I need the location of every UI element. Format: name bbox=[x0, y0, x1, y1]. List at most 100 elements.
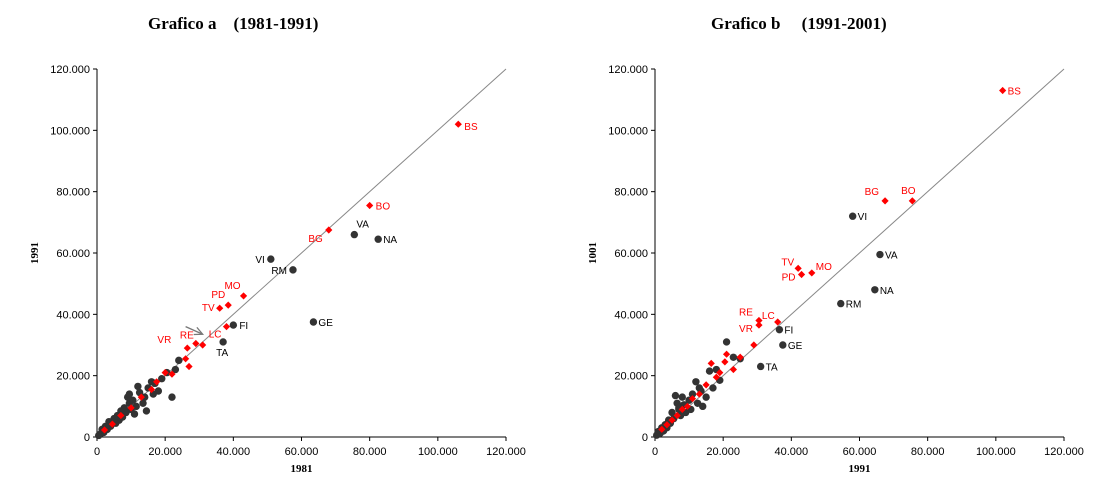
data-point-diamond bbox=[222, 323, 231, 331]
point-label-rm: RM bbox=[846, 300, 862, 311]
point-label-ge: GE bbox=[788, 341, 803, 352]
data-point-diamond bbox=[216, 304, 224, 312]
x-axis-title: 1981 bbox=[291, 463, 313, 475]
data-point-diamond bbox=[755, 316, 763, 325]
y-tick-label: 60.000 bbox=[614, 248, 648, 260]
data-point-circle bbox=[95, 431, 103, 440]
data-point-circle bbox=[374, 235, 382, 243]
data-point-diamond bbox=[224, 301, 232, 309]
chart-title-a: Grafico a (1981-1991) bbox=[148, 14, 319, 33]
data-point-circle bbox=[688, 390, 697, 398]
data-point-diamond bbox=[750, 341, 758, 349]
point-label-tv: TV bbox=[781, 257, 794, 268]
x-tick-label: 20.000 bbox=[148, 446, 182, 458]
data-point-circle bbox=[775, 325, 784, 334]
data-point-diamond bbox=[881, 197, 889, 205]
scatter-plot-a: 00 20.000 20.000 40.000 40.000 60.000 60.000 80… bbox=[29, 64, 526, 475]
data-point-diamond bbox=[168, 370, 176, 378]
data-point-circle bbox=[267, 255, 275, 263]
data-point-diamond bbox=[716, 369, 724, 377]
point-label-fi: FI bbox=[784, 326, 793, 337]
data-point-diamond bbox=[366, 201, 374, 210]
point-label-pd: PD bbox=[782, 272, 796, 283]
point-label-ge: GE bbox=[318, 318, 333, 329]
point-label-bo: BO bbox=[901, 186, 916, 197]
annotation-arrow-head bbox=[193, 326, 205, 336]
x-tick-label: 120.000 bbox=[486, 446, 526, 458]
data-point-circle bbox=[779, 341, 787, 349]
point-label-vi: VI bbox=[858, 212, 867, 223]
point-label-bo: BO bbox=[376, 201, 391, 212]
data-point-diamond bbox=[721, 358, 729, 366]
y-tick-label: 0 bbox=[642, 432, 648, 444]
point-label-bs: BS bbox=[464, 122, 478, 133]
point-label-rm: RM bbox=[271, 266, 287, 277]
data-point-diamond bbox=[108, 420, 116, 428]
x-tick-label: 40.000 bbox=[775, 446, 809, 458]
point-label-mo: MO bbox=[816, 262, 832, 273]
point-label-bs: BS bbox=[1008, 86, 1022, 97]
x-tick-label: 40.000 bbox=[217, 446, 251, 458]
data-point-circle bbox=[671, 391, 680, 400]
data-point-diamond bbox=[722, 350, 731, 358]
data-point-diamond bbox=[182, 355, 190, 363]
y-tick-label: 100.000 bbox=[50, 125, 90, 137]
diagonal-line bbox=[654, 68, 1065, 438]
x-tick-label: 100.000 bbox=[418, 446, 458, 458]
point-label-fi: FI bbox=[239, 321, 248, 332]
data-point-circle bbox=[175, 356, 183, 365]
data-point-circle bbox=[709, 384, 717, 392]
data-point-circle bbox=[147, 378, 156, 386]
data-point-circle bbox=[848, 212, 857, 220]
chart-panel-b: Grafico b (1991-2001) 0 0 20.000 20.000 40.0… bbox=[558, 0, 1116, 493]
x-tick-label: 80.000 bbox=[911, 446, 945, 458]
data-point-diamond bbox=[161, 369, 169, 377]
data-point-diamond bbox=[454, 120, 462, 128]
point-label-bg: BG bbox=[308, 234, 323, 245]
data-point-diamond bbox=[325, 226, 333, 234]
x-axis-title: 1991 bbox=[849, 463, 871, 475]
y-axis-title: 1991 bbox=[29, 242, 41, 264]
data-point-diamond bbox=[185, 362, 193, 371]
point-label-ta: TA bbox=[216, 348, 228, 359]
y-tick-label: 0 bbox=[84, 432, 90, 444]
data-point-diamond bbox=[729, 365, 737, 374]
data-point-circle bbox=[705, 367, 714, 375]
data-point-circle bbox=[876, 250, 884, 259]
data-point-circle bbox=[729, 353, 738, 361]
y-tick-label: 80.000 bbox=[56, 187, 90, 199]
point-label-na: NA bbox=[880, 286, 894, 297]
data-point-diamond bbox=[808, 269, 816, 277]
data-point-circle bbox=[289, 266, 297, 274]
data-point-diamond bbox=[797, 270, 806, 279]
data-point-diamond bbox=[707, 359, 715, 367]
data-point-diamond bbox=[127, 404, 135, 412]
point-label-lc: LC bbox=[762, 311, 775, 322]
data-point-diamond bbox=[117, 411, 125, 420]
data-point-diamond bbox=[794, 264, 802, 272]
data-point-circle bbox=[722, 338, 731, 346]
data-point-circle bbox=[142, 407, 151, 415]
data-point-circle bbox=[692, 378, 700, 386]
data-point-circle bbox=[309, 318, 318, 326]
data-point-circle bbox=[139, 399, 147, 407]
y-tick-label: 120.000 bbox=[608, 64, 648, 76]
data-point-diamond bbox=[183, 344, 191, 352]
data-point-circle bbox=[350, 230, 359, 239]
y-tick-label: 120.000 bbox=[50, 64, 90, 76]
data-point-diamond bbox=[668, 416, 676, 424]
annotation-arrow bbox=[185, 326, 203, 335]
data-point-circle bbox=[678, 393, 686, 401]
data-point-circle bbox=[130, 410, 139, 418]
x-tick-label: 0 bbox=[652, 446, 658, 458]
point-label-ta: TA bbox=[766, 362, 778, 373]
chart-title-b: Grafico b (1991-2001) bbox=[711, 14, 887, 33]
data-point-circle bbox=[229, 321, 238, 329]
data-point-diamond bbox=[239, 292, 248, 300]
data-point-diamond bbox=[100, 426, 109, 434]
y-tick-label: 40.000 bbox=[614, 309, 648, 321]
data-point-circle bbox=[219, 338, 227, 346]
y-tick-label: 60.000 bbox=[56, 248, 90, 260]
data-point-diamond bbox=[755, 321, 763, 329]
x-tick-label: 80.000 bbox=[353, 446, 387, 458]
